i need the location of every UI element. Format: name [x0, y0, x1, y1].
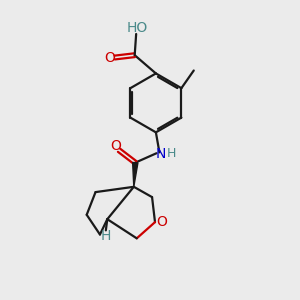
Text: HO: HO — [126, 20, 147, 34]
Text: O: O — [104, 50, 116, 64]
Text: O: O — [156, 214, 167, 229]
Text: H: H — [167, 147, 176, 160]
Text: O: O — [110, 139, 121, 153]
Text: N: N — [156, 147, 166, 161]
Text: H: H — [100, 229, 111, 243]
Polygon shape — [133, 163, 138, 187]
